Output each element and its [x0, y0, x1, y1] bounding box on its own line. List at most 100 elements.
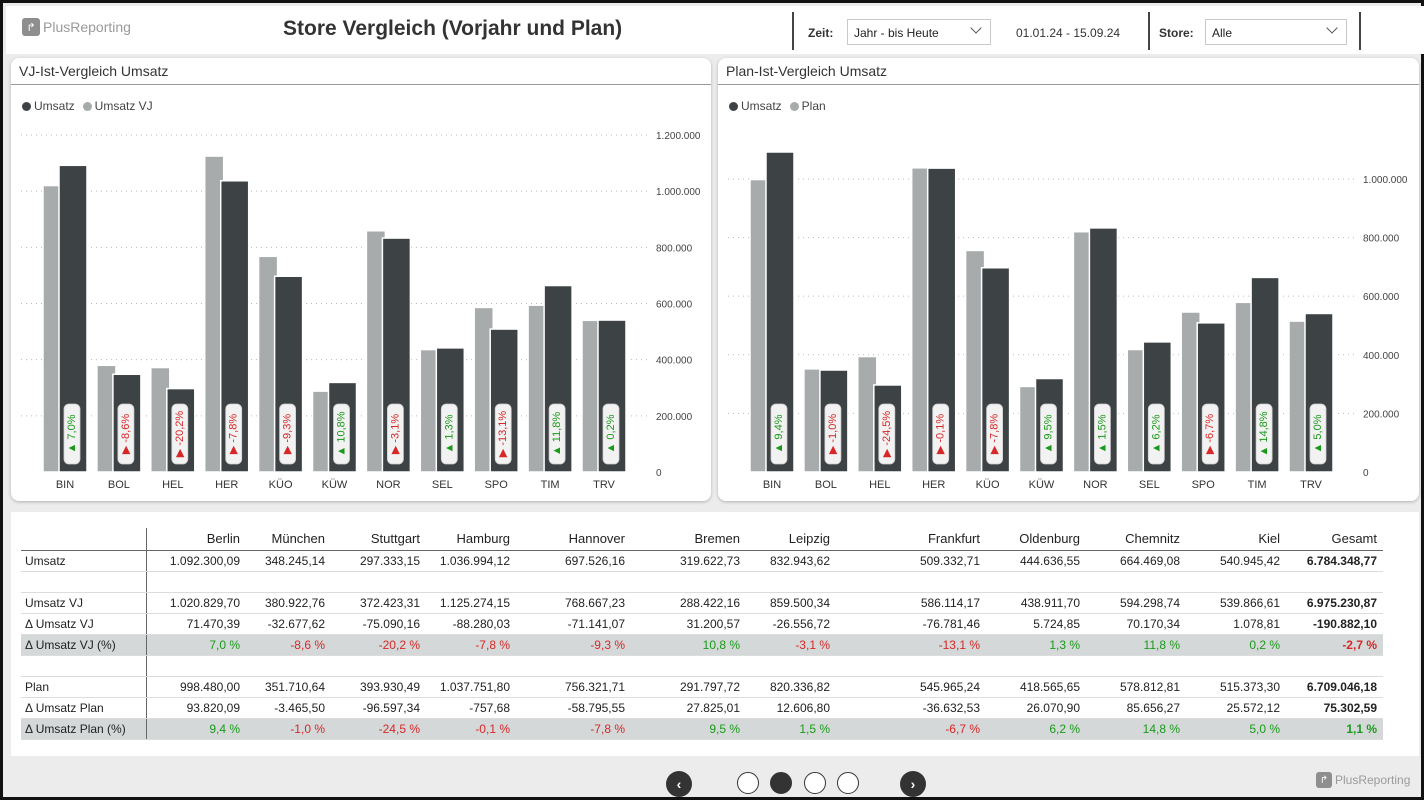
- delta-badge: [878, 403, 896, 465]
- table-cell: 71.470,39: [146, 613, 246, 635]
- column-header[interactable]: München: [246, 528, 331, 551]
- table-cell: [246, 571, 331, 593]
- bar-group[interactable]: ▶ -6,7%: [1180, 311, 1226, 473]
- y-tick-label: 400.000: [1363, 351, 1400, 362]
- table-cell: 85.656,27: [1086, 697, 1186, 719]
- bar-group[interactable]: ▲ 9,5%: [1018, 377, 1065, 473]
- delta-badge: [117, 403, 135, 465]
- chart-title: VJ-Ist-Vergleich Umsatz: [19, 63, 169, 79]
- table-cell: [146, 655, 246, 677]
- legend-item[interactable]: Umsatz VJ: [82, 99, 153, 113]
- footer-logo: ↱ PlusReporting: [1316, 772, 1410, 788]
- table-cell: -7,8 %: [426, 634, 516, 656]
- column-header[interactable]: Hamburg: [426, 528, 516, 551]
- bar-group[interactable]: ▲ 14,8%: [1234, 276, 1280, 473]
- table-cell: [631, 655, 746, 677]
- x-tick-label: NOR: [1083, 479, 1108, 491]
- legend-dot: [22, 101, 31, 111]
- store-label: Store:: [1159, 26, 1194, 40]
- bar-group[interactable]: ▶ -8,6%: [96, 364, 142, 473]
- column-header[interactable]: Berlin: [146, 528, 246, 551]
- table-cell: [331, 571, 426, 593]
- column-header[interactable]: Oldenburg: [986, 528, 1086, 551]
- table-row: Plan 998.480,00 351.710,64 393.930,49 1.037.…: [21, 676, 1383, 698]
- legend-dot: [789, 101, 799, 111]
- table-cell: 27.825,01: [631, 697, 746, 719]
- bar-group[interactable]: ▲ 7,0%: [42, 164, 88, 473]
- column-header[interactable]: Hannover: [516, 528, 631, 551]
- bar-group[interactable]: ▶ -3,1%: [365, 230, 412, 473]
- delta-badge: [494, 403, 512, 465]
- y-tick-label: 1.200.000: [656, 131, 701, 142]
- column-header[interactable]: Kiel: [1186, 528, 1286, 551]
- y-tick-label: 1.000.000: [656, 187, 701, 198]
- bar-group[interactable]: ▲ 9,4%: [749, 151, 795, 473]
- table-cell: 288.422,16: [631, 592, 746, 614]
- page-dot-4[interactable]: [837, 772, 859, 794]
- table-cell: -24,5 %: [331, 718, 426, 740]
- column-header[interactable]: Stuttgart: [331, 528, 426, 551]
- delta-label: ▲ 9,5%: [1043, 414, 1055, 453]
- page-dot-1[interactable]: [737, 772, 759, 794]
- table-cell: 5.724,85: [986, 613, 1086, 635]
- bar-group[interactable]: ▶ -13,1%: [473, 306, 519, 473]
- column-header[interactable]: Leipzig: [746, 528, 836, 551]
- bar-group[interactable]: ▲ 1,3%: [419, 347, 466, 473]
- zeit-select[interactable]: Jahr - bis Heute: [847, 19, 991, 45]
- bar-group[interactable]: ▲ 11,8%: [527, 284, 573, 473]
- y-tick-label: 800.000: [1363, 234, 1400, 245]
- table-body: Umsatz 1.092.300,09 348.245,14 297.333,15 1.…: [21, 550, 1383, 740]
- bar-group[interactable]: ▶ -0,1%: [910, 167, 957, 473]
- bar-group[interactable]: ▶ -9,3%: [257, 255, 304, 473]
- delta-badge: [1255, 403, 1273, 465]
- legend-item[interactable]: Umsatz: [22, 99, 75, 113]
- bar-group[interactable]: ▶ -7,8%: [203, 155, 250, 473]
- chevron-right-icon[interactable]: ›: [900, 771, 926, 797]
- row-label: Δ Umsatz VJ: [21, 613, 147, 635]
- legend-item[interactable]: Umsatz: [729, 99, 782, 113]
- comparison-table: Berlin München Stuttgart Hamburg Hannover Bre…: [21, 528, 1383, 740]
- table-cell: [1086, 571, 1186, 593]
- table-cell: 5,0 %: [1186, 718, 1286, 740]
- bar-group[interactable]: ▶ -7,8%: [964, 249, 1011, 473]
- table-row: Δ Umsatz VJ 71.470,39 -32.677,62 -75.090,16…: [21, 613, 1383, 635]
- bar-group[interactable]: ▶ -24,5%: [857, 355, 903, 473]
- page-dot-2[interactable]: [770, 772, 792, 794]
- column-header[interactable]: Frankfurt: [836, 528, 986, 551]
- table-cell: 539.866,61: [1186, 592, 1286, 614]
- table-cell: -75.090,16: [331, 613, 426, 635]
- table-row: Umsatz 1.092.300,09 348.245,14 297.333,15 1.…: [21, 550, 1383, 572]
- table-cell: 9,4 %: [146, 718, 246, 740]
- chevron-left-icon[interactable]: ‹: [666, 771, 692, 797]
- store-select[interactable]: Alle: [1205, 19, 1347, 45]
- table-cell: 393.930,49: [331, 676, 426, 698]
- page-dot-3[interactable]: [804, 772, 826, 794]
- table-cell: -3,1 %: [746, 634, 836, 656]
- legend-item[interactable]: Plan: [789, 99, 826, 113]
- table-cell: -36.632,53: [836, 697, 986, 719]
- legend-dot: [729, 101, 738, 111]
- column-header[interactable]: Chemnitz: [1086, 528, 1186, 551]
- column-header[interactable]: Gesamt: [1286, 528, 1383, 551]
- table-cell: 832.943,62: [746, 550, 836, 572]
- table-cell: [146, 571, 246, 593]
- table-cell: 594.298,74: [1086, 592, 1186, 614]
- bar-group[interactable]: ▲ 0,2%: [581, 319, 627, 473]
- table-cell: -190.882,10: [1286, 613, 1383, 635]
- table-cell: 1.125.274,15: [426, 592, 516, 614]
- bar-group[interactable]: ▲ 5,0%: [1288, 312, 1334, 473]
- bar-group[interactable]: ▲ 10,8%: [311, 381, 358, 473]
- bar-group[interactable]: ▶ -20,2%: [150, 366, 196, 473]
- bar-group[interactable]: ▲ 6,2%: [1126, 341, 1173, 473]
- table-cell: 348.245,14: [246, 550, 331, 572]
- table-cell: 380.922,76: [246, 592, 331, 614]
- date-range: 01.01.24 - 15.09.24: [1016, 26, 1121, 40]
- bar-group[interactable]: ▶ -1,0%: [803, 368, 849, 473]
- delta-badge: [770, 403, 788, 465]
- table-cell: 291.797,72: [631, 676, 746, 698]
- chart-title-rule: [11, 84, 711, 85]
- bar-group[interactable]: ▲ 1,5%: [1072, 227, 1119, 473]
- column-header[interactable]: Bremen: [631, 528, 746, 551]
- table-cell: 297.333,15: [331, 550, 426, 572]
- table-cell: 12.606,80: [746, 697, 836, 719]
